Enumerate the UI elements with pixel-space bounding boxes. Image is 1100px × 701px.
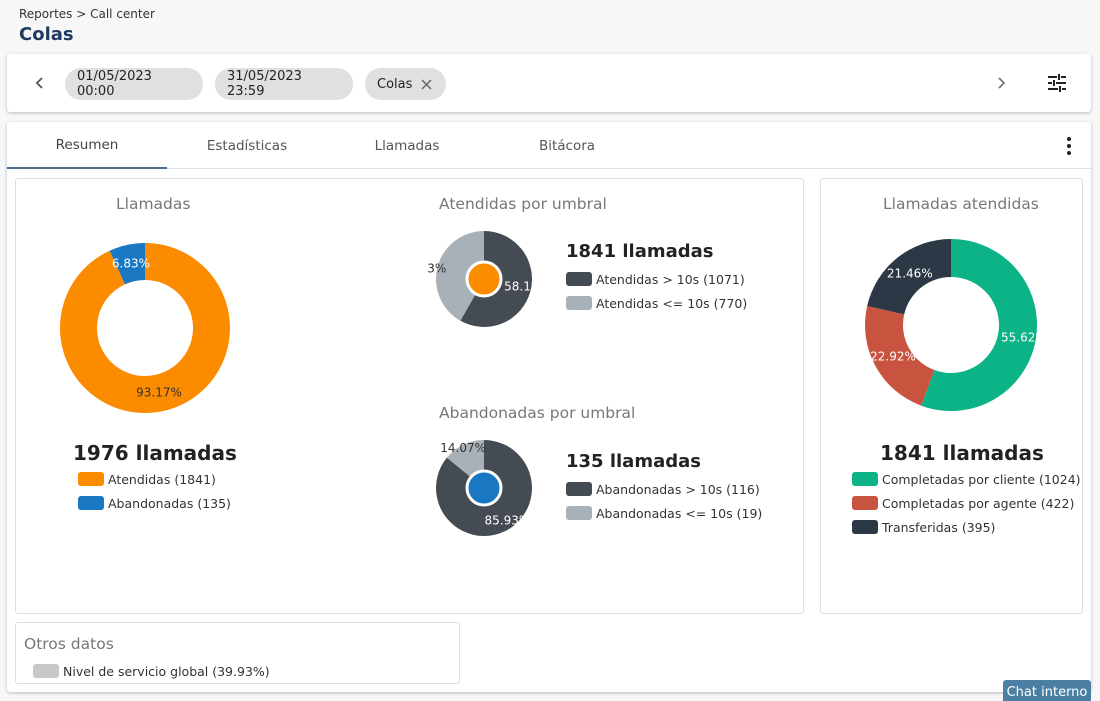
slice-label: 58.17%: [504, 280, 540, 294]
llamadas-legend: Atendidas (1841) Abandonadas (135): [78, 467, 231, 515]
llamadas-atendidas-card: Llamadas atendidas 55.62% 22.92% 21.46% 18…: [820, 178, 1083, 614]
start-date-label: 01/05/2023 00:00: [77, 69, 152, 99]
legend-swatch: [852, 520, 878, 534]
legend-item-atendidas[interactable]: Atendidas (1841): [78, 467, 231, 491]
center-dot: [465, 260, 503, 298]
abandonadas-umbral-chart: 85.93% 14.07%: [436, 440, 532, 536]
legend-label: Completadas por cliente (1024): [882, 471, 1081, 487]
llamadas-total: 1976 llamadas: [73, 441, 237, 465]
slice-label: 6.83%: [112, 257, 150, 271]
legend-label: Abandonadas <= 10s (19): [596, 505, 763, 521]
chat-interno-button[interactable]: Chat interno: [1003, 680, 1091, 701]
next-period-button[interactable]: [988, 70, 1014, 96]
slice-label: 14.07%: [440, 441, 486, 455]
legend-swatch: [566, 296, 592, 310]
tune-icon: [1048, 74, 1066, 92]
llamadas-donut-chart: 93.17% 6.83%: [59, 243, 231, 413]
legend-item-transferidas[interactable]: Transferidas (395): [852, 515, 1081, 539]
llamadas-atendidas-legend: Completadas por cliente (1024) Completad…: [852, 467, 1081, 539]
legend-swatch: [78, 496, 104, 510]
atendidas-umbral-legend: Atendidas > 10s (1071) Atendidas <= 10s …: [566, 267, 747, 315]
slice-1[interactable]: [109, 243, 145, 285]
legend-item-nivel-servicio[interactable]: Nivel de servicio global (39.93%): [33, 659, 270, 683]
atendidas-umbral-total: 1841 llamadas: [566, 241, 714, 262]
queue-filter-chip[interactable]: Colas: [365, 68, 446, 100]
summary-card: Llamadas 93.17% 6.83% 1976 llamadas Atend…: [15, 178, 804, 614]
more-vert-icon-dot: [1067, 137, 1071, 141]
center-dot: [465, 469, 503, 507]
tab-bitacora[interactable]: Bitácora: [538, 137, 596, 154]
filter-bar: 01/05/2023 00:00 31/05/2023 23:59 Colas: [7, 54, 1091, 112]
legend-swatch: [852, 472, 878, 486]
legend-label: Completadas por agente (422): [882, 495, 1075, 511]
slice-label: 21.46%: [887, 266, 933, 280]
previous-period-button[interactable]: [27, 70, 53, 96]
chevron-left-icon: [35, 77, 43, 89]
queue-filter-label: Colas: [377, 76, 413, 92]
tab-estadisticas[interactable]: Estadísticas: [206, 137, 288, 154]
otros-datos-title: Otros datos: [24, 635, 114, 653]
llamadas-atendidas-total: 1841 llamadas: [880, 441, 1044, 465]
start-date-chip[interactable]: 01/05/2023 00:00: [65, 68, 203, 100]
legend-label: Atendidas > 10s (1071): [596, 271, 745, 287]
legend-item-atendidas-mas-10s[interactable]: Atendidas > 10s (1071): [566, 267, 747, 291]
slice-0[interactable]: [59, 243, 231, 413]
tab-bar: Resumen Estadísticas Llamadas Bitácora: [7, 122, 1091, 169]
close-icon: [421, 78, 432, 90]
report-panel: Resumen Estadísticas Llamadas Bitácora L…: [7, 122, 1091, 692]
legend-label: Transferidas (395): [882, 519, 996, 535]
more-vert-icon-dot: [1067, 144, 1071, 148]
legend-label: Nivel de servicio global (39.93%): [63, 663, 270, 679]
legend-item-abandonadas-menos-10s[interactable]: Abandonadas <= 10s (19): [566, 501, 762, 525]
legend-swatch: [566, 506, 592, 520]
tab-resumen[interactable]: Resumen: [7, 122, 167, 169]
slice-label: 41.83%: [428, 261, 446, 275]
llamadas-title: Llamadas: [116, 195, 191, 213]
slice-label: 55.62%: [1001, 330, 1039, 344]
remove-filter-button[interactable]: [421, 78, 432, 90]
chevron-right-icon: [998, 77, 1006, 89]
abandonadas-umbral-legend: Abandonadas > 10s (116) Abandonadas <= 1…: [566, 477, 762, 525]
slice-1[interactable]: [436, 231, 484, 321]
legend-item-abandonadas-mas-10s[interactable]: Abandonadas > 10s (116): [566, 477, 762, 501]
legend-swatch: [566, 482, 592, 496]
slice-label: 85.93%: [485, 514, 531, 528]
slice-1[interactable]: [865, 306, 935, 406]
legend-label: Abandonadas > 10s (116): [596, 481, 760, 497]
breadcrumb: Reportes > Call center: [19, 7, 155, 21]
legend-item-atendidas-menos-10s[interactable]: Atendidas <= 10s (770): [566, 291, 747, 315]
tab-llamadas[interactable]: Llamadas: [374, 137, 440, 154]
legend-item-completadas-cliente[interactable]: Completadas por cliente (1024): [852, 467, 1081, 491]
legend-swatch: [566, 272, 592, 286]
end-date-label: 31/05/2023 23:59: [227, 69, 302, 99]
legend-label: Abandonadas (135): [108, 495, 231, 511]
legend-swatch: [852, 496, 878, 510]
abandonadas-umbral-title: Abandonadas por umbral: [439, 404, 636, 422]
llamadas-atendidas-title: Llamadas atendidas: [883, 195, 1039, 213]
atendidas-umbral-title: Atendidas por umbral: [439, 195, 607, 213]
otros-datos-card: Otros datos Nivel de servicio global (39…: [15, 622, 460, 684]
legend-swatch: [78, 472, 104, 486]
atendidas-umbral-chart: 58.17% 41.83%: [428, 231, 540, 327]
slice-0[interactable]: [921, 239, 1037, 411]
legend-label: Atendidas <= 10s (770): [596, 295, 748, 311]
end-date-chip[interactable]: 31/05/2023 23:59: [215, 68, 353, 100]
llamadas-atendidas-donut-chart: 55.62% 22.92% 21.46%: [865, 239, 1039, 411]
legend-label: Atendidas (1841): [108, 471, 216, 487]
legend-swatch: [33, 664, 59, 678]
otros-datos-legend: Nivel de servicio global (39.93%): [33, 659, 270, 683]
more-vert-icon-dot: [1067, 151, 1071, 155]
slice-label: 93.17%: [136, 385, 182, 399]
slice-label: 22.92%: [870, 349, 916, 363]
legend-item-completadas-agente[interactable]: Completadas por agente (422): [852, 491, 1081, 515]
abandonadas-umbral-total: 135 llamadas: [566, 451, 701, 472]
filter-settings-button[interactable]: [1045, 71, 1069, 95]
legend-item-abandonadas[interactable]: Abandonadas (135): [78, 491, 231, 515]
more-options-button[interactable]: [1059, 135, 1079, 157]
slice-2[interactable]: [867, 239, 951, 315]
page-title: Colas: [19, 24, 74, 45]
